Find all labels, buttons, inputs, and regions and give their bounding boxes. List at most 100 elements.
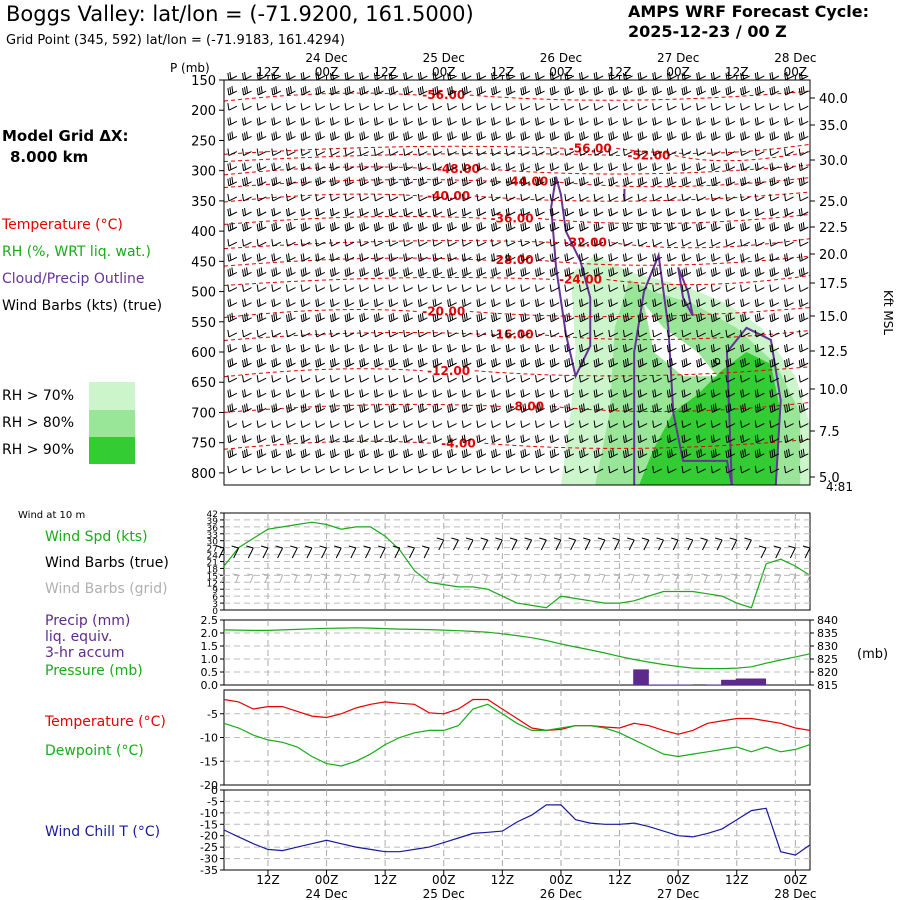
wind-barb	[549, 434, 560, 444]
wind-barb	[315, 298, 326, 308]
wind-barb	[769, 222, 780, 232]
time-tick-label-bottom: 00Z	[549, 873, 573, 887]
wind-barb	[256, 403, 267, 413]
wind-barb	[271, 448, 282, 459]
wind-barb	[769, 312, 780, 323]
wind-barb	[447, 222, 457, 232]
forecast-cycle-value: 2025-12-23 / 00 Z	[628, 22, 787, 41]
wind-barb	[696, 298, 706, 308]
time-tick-label-bottom: 12Z	[373, 873, 397, 887]
wind-barb	[710, 193, 721, 202]
wind-barb	[359, 434, 369, 444]
wind-barb	[622, 329, 633, 338]
wind-barb	[417, 148, 428, 157]
pressure-axis-tick-label: 815	[817, 679, 838, 692]
wind-barb	[271, 117, 282, 126]
wind-barb-10m	[260, 545, 269, 559]
wind-barb	[256, 71, 267, 81]
wind-barb	[549, 375, 560, 383]
wind-barb	[505, 162, 516, 172]
wind-barb	[769, 71, 780, 81]
wind-barb	[417, 329, 428, 338]
wind-barb	[520, 434, 531, 444]
wind-barb-10m-grid	[247, 573, 254, 584]
wind-barb	[666, 148, 677, 157]
wind-barb	[564, 465, 575, 474]
wind-barb	[725, 465, 736, 474]
wind-barb	[344, 222, 355, 232]
wind-barb	[549, 253, 560, 262]
wind-barb	[447, 71, 457, 81]
wind-barb-10m-grid	[642, 573, 650, 584]
wind-barb	[769, 176, 780, 187]
wind-barb	[578, 193, 589, 202]
wind-barb	[461, 207, 472, 217]
wind-barb	[285, 465, 296, 474]
wind-barb	[256, 375, 267, 383]
wind-barbs-grid-legend: Wind Barbs (grid)	[45, 581, 168, 597]
isotherm-line	[223, 438, 811, 450]
wind-barb-10m-grid	[730, 573, 738, 584]
wind-barb	[388, 389, 399, 398]
cloud-marker	[714, 358, 721, 365]
wind-barb	[520, 117, 531, 126]
wind-barb	[447, 117, 457, 126]
wind-barb-10m-grid	[217, 573, 225, 584]
wind-barb	[256, 207, 267, 217]
wind-barb	[535, 239, 545, 247]
wind-barb	[681, 434, 692, 444]
wind-barb-10m	[597, 537, 606, 551]
windchill-axis-tick-label: -35	[200, 864, 218, 877]
wind-barb	[622, 448, 633, 459]
wind-barb	[256, 298, 267, 308]
wind-barb	[476, 86, 487, 96]
wind-barb	[784, 403, 794, 413]
wind-barb	[725, 267, 736, 277]
wind-barb	[725, 312, 736, 323]
wind-barb	[359, 358, 369, 368]
wind-barb	[417, 239, 428, 247]
wind-barb	[564, 193, 575, 202]
pressure-tick-label: 650	[191, 376, 216, 391]
time-tick-label-top: 00Z	[432, 65, 456, 79]
wind-barb	[344, 176, 355, 187]
wind-barb	[637, 117, 648, 126]
wind-barb	[432, 329, 443, 338]
wind-barb-10m	[509, 537, 518, 551]
wind-barb	[578, 117, 589, 126]
wind-barb-10m	[524, 537, 533, 551]
wind-barb	[784, 312, 794, 323]
wind-barb	[256, 329, 267, 338]
wind-barb	[417, 465, 428, 474]
isotherm-label: -56.00	[569, 141, 612, 155]
wind-barb	[666, 329, 677, 338]
wind-barb	[447, 162, 457, 172]
wind-barb	[740, 375, 750, 383]
wind-barb	[593, 375, 604, 383]
wind-barb	[740, 253, 750, 262]
wind-barb	[373, 343, 384, 353]
wind-barb	[652, 253, 662, 262]
precip-bar	[721, 679, 737, 685]
wind-barb	[227, 86, 238, 96]
wind-barb	[359, 253, 369, 262]
wind-barb	[681, 71, 692, 81]
wind-barb	[681, 343, 692, 353]
wind-barb-10m-grid	[320, 573, 328, 584]
wind-barb	[344, 253, 355, 262]
wind-barb	[798, 375, 809, 383]
wind-barb	[461, 148, 472, 157]
wind-barb	[491, 117, 501, 126]
wind-barb	[285, 86, 296, 96]
wind-barb	[681, 298, 692, 308]
wind-barb	[784, 358, 794, 368]
wind-barb	[491, 176, 501, 187]
wind-barb	[447, 176, 457, 187]
wind-barb	[740, 448, 750, 459]
wind-barb	[608, 434, 619, 444]
wind-barb	[403, 448, 413, 459]
wind-barb	[285, 284, 296, 293]
wind-barb	[403, 298, 413, 308]
wind-barb	[329, 222, 340, 232]
wind-barb	[417, 434, 428, 444]
